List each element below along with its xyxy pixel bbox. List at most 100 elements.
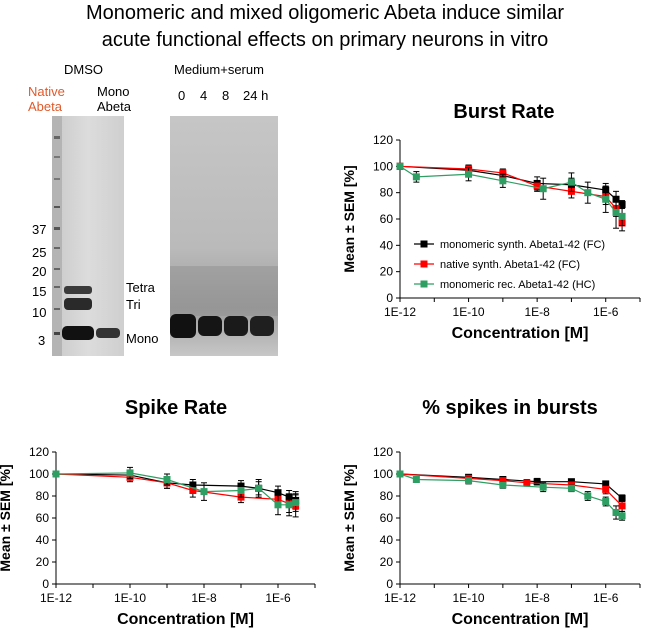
data-point bbox=[612, 509, 620, 516]
data-point bbox=[499, 169, 507, 177]
data-point bbox=[584, 492, 592, 500]
y-tick-label: 20 bbox=[380, 265, 394, 279]
legend-marker bbox=[420, 240, 428, 248]
data-point bbox=[618, 212, 626, 220]
y-tick-label: 0 bbox=[386, 577, 393, 591]
legend-label: native synth. Abeta1-42 (FC) bbox=[440, 259, 580, 271]
data-point bbox=[126, 469, 134, 477]
data-point bbox=[285, 501, 293, 509]
y-tick-label: 20 bbox=[36, 555, 50, 569]
y-tick-label: 80 bbox=[380, 489, 394, 503]
data-point bbox=[189, 487, 197, 494]
x-tick-label: 1E-12 bbox=[40, 591, 72, 605]
data-point bbox=[292, 499, 300, 507]
y-axis-label: Mean ± SEM [%] bbox=[341, 165, 357, 272]
gel-lane2-label-line2: Abeta bbox=[97, 99, 131, 114]
data-point bbox=[539, 185, 547, 193]
data-point bbox=[584, 189, 592, 197]
chart-spike-rate: Spike Rate 0 20 40 60 80 100 120 1E-12 1E-10 1E-8 1… bbox=[0, 397, 316, 628]
x-tick-label: 1E-6 bbox=[593, 305, 619, 319]
y-tick-label: 60 bbox=[380, 511, 394, 525]
legend-marker bbox=[420, 260, 428, 268]
data-point bbox=[602, 485, 610, 493]
y-tick-label: 20 bbox=[380, 555, 394, 569]
data-point bbox=[539, 483, 547, 491]
data-point bbox=[612, 208, 620, 216]
y-tick-label: 100 bbox=[373, 467, 393, 481]
chart-burst-rate: Burst Rate 0 20 40 60 80 100 120 1E-12 1E-10 1E-8 1… bbox=[341, 101, 641, 342]
data-point bbox=[533, 182, 541, 190]
data-point bbox=[618, 494, 626, 502]
x-tick-label: 1E-8 bbox=[524, 305, 550, 319]
data-point bbox=[602, 480, 610, 488]
gel-time-label: 8 bbox=[222, 88, 230, 103]
y-tick-label: 0 bbox=[42, 577, 49, 591]
data-point bbox=[396, 470, 404, 478]
x-tick-label: 1E-6 bbox=[265, 591, 291, 605]
x-tick-label: 1E-12 bbox=[384, 591, 416, 605]
data-point bbox=[523, 479, 531, 487]
gel-time-label: 24 h bbox=[243, 88, 269, 103]
series-line bbox=[399, 165, 623, 205]
data-point bbox=[567, 178, 575, 186]
chart-title: % spikes in bursts bbox=[422, 397, 598, 419]
data-point bbox=[412, 476, 420, 483]
mw-marker-label: 25 bbox=[32, 245, 47, 260]
gel-time-label: 0 bbox=[178, 88, 186, 103]
mw-marker-label: 10 bbox=[32, 305, 47, 320]
legend-label: monomeric synth. Abeta1-42 (FC) bbox=[440, 239, 605, 251]
data-point bbox=[618, 201, 626, 209]
y-tick-label: 100 bbox=[29, 467, 49, 481]
x-axis-label: Concentration [M] bbox=[117, 611, 254, 628]
chart-title: Burst Rate bbox=[453, 101, 554, 123]
legend-label: monomeric rec. Abeta1-42 (HC) bbox=[440, 279, 595, 291]
figure-title-line1: Monomeric and mixed oligomeric Abeta ind… bbox=[86, 2, 564, 24]
x-tick-label: 1E-10 bbox=[114, 591, 146, 605]
y-tick-label: 80 bbox=[380, 186, 394, 200]
y-axis-label: Mean ± SEM [%] bbox=[0, 464, 13, 571]
data-point bbox=[499, 481, 507, 489]
data-point bbox=[274, 501, 282, 509]
mw-marker-label: 3 bbox=[38, 333, 46, 348]
x-tick-label: 1E-12 bbox=[384, 305, 416, 319]
y-tick-label: 120 bbox=[29, 445, 49, 459]
gel-lane1-label-line1: Native bbox=[28, 84, 65, 99]
y-tick-label: 60 bbox=[380, 212, 394, 226]
figure-title-line2: acute functional effects on primary neur… bbox=[101, 29, 549, 51]
data-point bbox=[412, 173, 420, 181]
x-tick-label: 1E-6 bbox=[593, 591, 619, 605]
gel-image-left bbox=[52, 116, 124, 356]
series-line bbox=[399, 473, 623, 507]
data-point bbox=[602, 498, 610, 505]
data-point bbox=[533, 478, 541, 486]
data-point bbox=[465, 477, 473, 485]
x-tick-label: 1E-10 bbox=[453, 591, 485, 605]
data-point bbox=[163, 476, 171, 483]
chart-title: Spike Rate bbox=[125, 397, 227, 419]
x-tick-label: 1E-10 bbox=[453, 305, 485, 319]
band-label-tetra: Tetra bbox=[126, 280, 155, 295]
data-point bbox=[200, 488, 208, 496]
y-tick-label: 40 bbox=[380, 533, 394, 547]
band-label-tri: Tri bbox=[126, 297, 141, 312]
data-point bbox=[396, 162, 404, 170]
y-tick-label: 0 bbox=[386, 291, 393, 305]
x-axis-label: Concentration [M] bbox=[452, 325, 589, 342]
x-axis-label: Concentration [M] bbox=[452, 611, 589, 628]
gel-right-header: Medium+serum bbox=[174, 62, 264, 77]
x-tick-label: 1E-8 bbox=[524, 591, 550, 605]
gel-lane1-label-line2: Abeta bbox=[28, 99, 62, 114]
y-axis-label: Mean ± SEM [%] bbox=[341, 464, 357, 571]
data-point bbox=[618, 512, 626, 520]
chart-spikes-in-bursts: % spikes in bursts 0 20 40 60 80 100 120 1E-12 1E… bbox=[341, 397, 641, 628]
series-line bbox=[399, 473, 623, 517]
gel-image-right bbox=[170, 116, 278, 356]
data-point bbox=[567, 484, 575, 492]
band-label-mono: Mono bbox=[126, 331, 159, 346]
data-point bbox=[237, 487, 245, 494]
y-tick-label: 40 bbox=[380, 238, 394, 252]
data-point bbox=[602, 195, 610, 203]
gel-left-header: DMSO bbox=[64, 62, 103, 77]
y-tick-label: 120 bbox=[373, 133, 393, 147]
legend-marker bbox=[420, 280, 428, 288]
